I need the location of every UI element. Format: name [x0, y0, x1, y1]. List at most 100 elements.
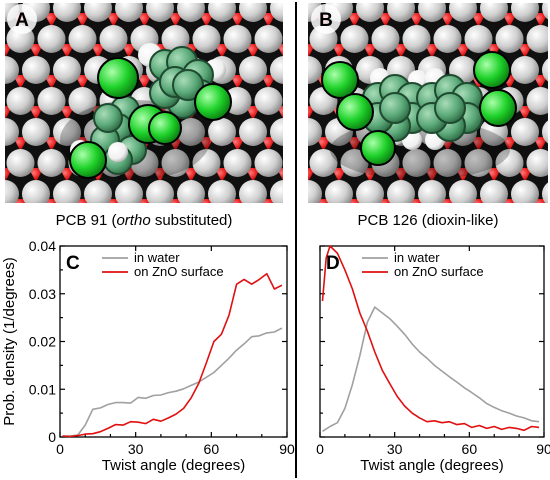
surface-a-oxygen-atom	[106, 13, 121, 27]
surface-b-oxygen-atom	[517, 44, 533, 58]
surface-a-zinc-atom	[161, 149, 190, 177]
surface-a-zinc-atom	[22, 56, 50, 84]
surface-a-oxygen-atom	[261, 75, 276, 89]
surface-a-oxygen-atom	[308, 230, 323, 244]
surface-a-zinc-atom	[223, 149, 252, 177]
surface-a-oxygen-atom	[28, 106, 44, 120]
molecule-b-chlorine-atom	[360, 130, 396, 166]
surface-a-zinc-atom	[270, 118, 283, 146]
surface-a-oxygen-atom	[245, 44, 261, 58]
surface-a-zinc-atom	[53, 180, 81, 203]
surface-a-oxygen-atom	[261, 137, 276, 151]
surface-a-zinc-atom	[0, 149, 4, 177]
surface-b-oxygen-atom	[440, 13, 455, 27]
surface-a-zinc-atom	[177, 180, 205, 203]
surface-a-zinc-atom	[146, 3, 174, 22]
surface-a-oxygen-atom	[44, 75, 59, 89]
surface-a-oxygen-atom	[199, 137, 214, 151]
surface-a-oxygen-atom	[199, 13, 214, 27]
surface-b-oxygen-atom	[455, 168, 471, 182]
surface-a-zinc-atom	[208, 180, 236, 203]
surface-b-oxygen-atom	[518, 230, 533, 244]
surface-b-zinc-atom	[511, 180, 539, 203]
surface-b-oxygen-atom	[425, 230, 440, 244]
surface-b-zinc-atom	[418, 180, 446, 203]
surface-a-zinc-atom	[53, 118, 81, 146]
surface-b-zinc-atom	[309, 149, 338, 177]
surface-b-zinc-atom	[356, 180, 384, 203]
surface-a-zinc-atom	[37, 149, 66, 177]
surface-a-zinc-atom	[5, 56, 19, 84]
surface-a-oxygen-atom	[59, 106, 75, 120]
legend-label-surface: on ZnO surface	[134, 264, 224, 279]
surface-a-oxygen-atom	[168, 13, 183, 27]
surface-a-oxygen-atom	[91, 230, 106, 244]
surface-a-oxygen-atom	[292, 75, 307, 89]
surface-b-oxygen-atom	[393, 168, 409, 182]
surface-a-zinc-atom	[0, 87, 4, 115]
series-line-surface	[62, 272, 283, 438]
surface-b-zinc-atom	[449, 3, 477, 22]
panel-label-a: A	[7, 4, 37, 34]
surface-b-zinc-atom	[402, 25, 431, 53]
surface-a-oxygen-atom	[137, 13, 152, 27]
surface-b-zinc-atom	[402, 149, 431, 177]
surface-b-zinc-atom	[387, 3, 415, 22]
surface-a-zinc-atom	[7, 211, 35, 239]
surface-a-zinc-atom	[254, 149, 283, 177]
surface-b-zinc-atom	[511, 3, 539, 22]
surface-a-oxygen-atom	[214, 168, 230, 182]
surface-a-zinc-atom	[53, 56, 81, 84]
surface-b-zinc-atom	[308, 56, 322, 84]
surface-a-zinc-atom	[37, 87, 66, 115]
svg-text:A: A	[15, 10, 29, 31]
surface-b-oxygen-atom	[424, 44, 440, 58]
y-tick-label: 0.02	[29, 334, 56, 350]
x-tick-label: 90	[279, 441, 295, 457]
svg-text:B: B	[319, 10, 333, 31]
surface-b-oxygen-atom	[332, 230, 347, 244]
caption-b: PCB 126 (dioxin-like)	[358, 212, 499, 229]
surface-b-oxygen-atom	[362, 44, 378, 58]
surface-b-zinc-atom	[418, 3, 446, 22]
surface-a-zinc-atom	[286, 211, 314, 239]
surface-b-oxygen-atom	[486, 44, 502, 58]
legend-label-water: in water	[134, 250, 180, 265]
surface-a-zinc-atom	[254, 87, 283, 115]
surface-b-zinc-atom	[542, 3, 548, 20]
surface-b-zinc-atom	[495, 25, 524, 53]
surface-b-zinc-atom	[480, 180, 508, 203]
surface-a-oxygen-atom	[184, 230, 199, 244]
molecule-a-chlorine-atom	[194, 83, 232, 121]
surface-a-zinc-atom	[53, 3, 81, 22]
surface-b-zinc-atom	[511, 118, 539, 146]
molecule-image-b	[285, 3, 548, 244]
surface-a-zinc-atom	[208, 3, 236, 22]
surface-a-oxygen-atom	[0, 230, 13, 244]
surface-a-oxygen-atom	[59, 168, 75, 182]
surface-a-zinc-atom	[0, 25, 4, 53]
surface-b-oxygen-atom	[409, 13, 424, 27]
surface-a-oxygen-atom	[292, 13, 307, 27]
y-tick-label: 0.04	[29, 238, 56, 254]
surface-b-zinc-atom	[325, 180, 353, 203]
surface-b-zinc-atom	[464, 25, 493, 53]
surface-a-zinc-atom	[239, 180, 267, 203]
panel-label-b: B	[311, 4, 341, 34]
surface-b-oxygen-atom	[533, 137, 548, 151]
surface-a-zinc-atom	[161, 25, 190, 53]
legend-label-surface: on ZnO surface	[394, 264, 484, 279]
surface-b-oxygen-atom	[487, 230, 502, 244]
surface-b-zinc-atom	[480, 3, 508, 22]
molecule-image-a	[0, 3, 323, 244]
surface-b-oxygen-atom	[502, 137, 517, 151]
surface-a-oxygen-atom	[137, 75, 152, 89]
surface-b-oxygen-atom	[285, 75, 300, 89]
molecule-b-chlorine-atom	[479, 89, 517, 127]
surface-a-zinc-atom	[37, 25, 66, 53]
surface-a-oxygen-atom	[44, 137, 59, 151]
panel-label-d: D	[326, 253, 340, 274]
surface-a-oxygen-atom	[292, 199, 307, 213]
surface-b-oxygen-atom	[471, 13, 486, 27]
surface-a-zinc-atom	[146, 180, 174, 203]
